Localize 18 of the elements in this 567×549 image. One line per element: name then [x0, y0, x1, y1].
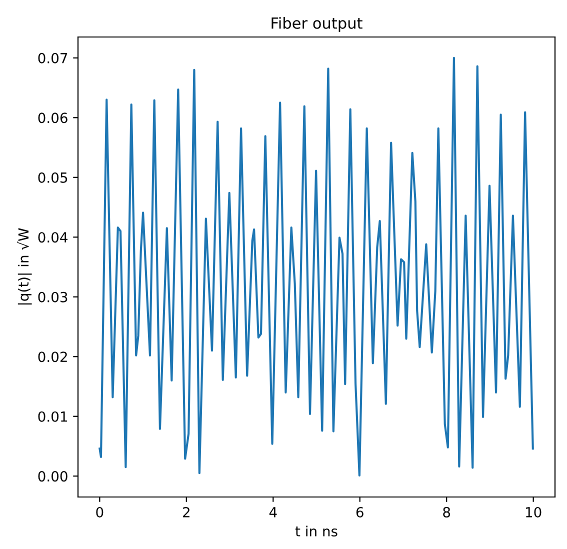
y-tick-label: 0.06	[38, 112, 68, 124]
y-tick-label: 0.02	[38, 352, 67, 362]
x-tick-label: 4	[269, 507, 277, 518]
y-axis-title: |q(t)| in √W	[17, 228, 32, 304]
x-tick-label: 6	[356, 506, 364, 518]
x-tick-label: 10	[526, 506, 542, 518]
y-tick-label: 0.01	[38, 411, 67, 422]
y-tick-label: 0.05	[38, 172, 68, 183]
line-series	[98, 56, 534, 477]
y-tick-label: 0.04	[38, 232, 68, 243]
y-tick-label: 0.00	[38, 471, 68, 482]
x-tick-label: 0	[96, 506, 104, 518]
x-tick-label: 2	[183, 506, 190, 518]
y-tick-label: 0.03	[38, 292, 68, 302]
x-tick-label: 8	[443, 506, 450, 518]
x-axis-title: t in ns	[295, 526, 338, 536]
y-tick-label: 0.07	[38, 52, 68, 64]
chart-title: Fiber output	[272, 17, 362, 32]
